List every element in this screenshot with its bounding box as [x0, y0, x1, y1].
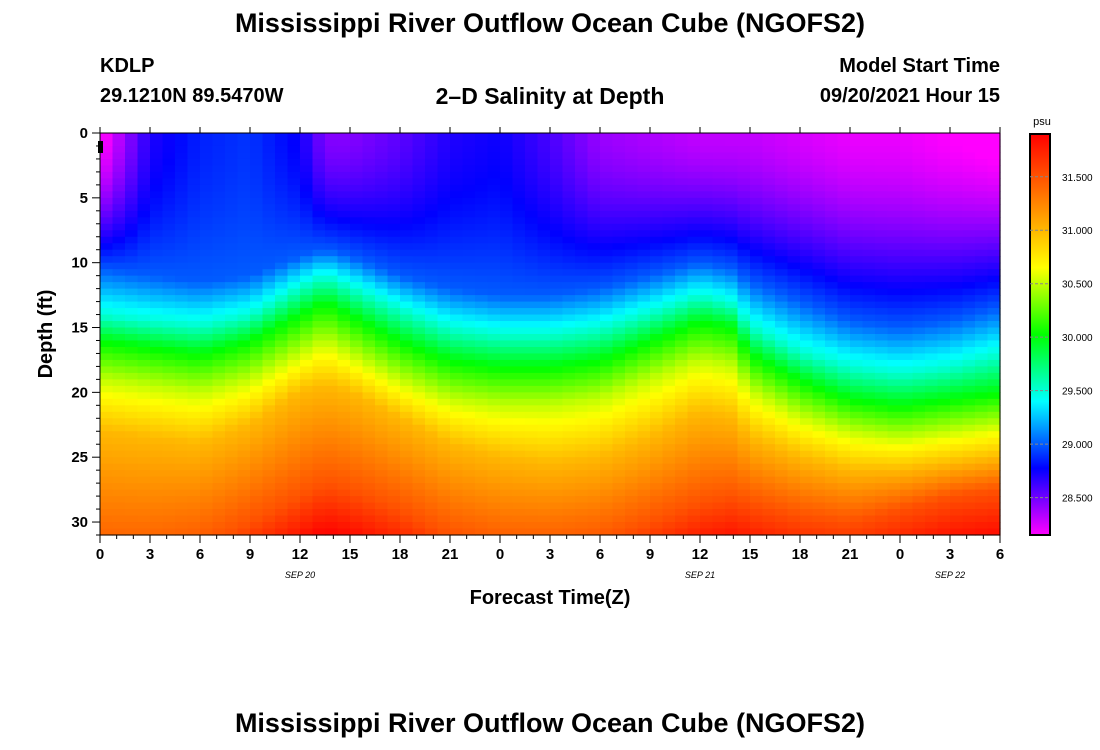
- footer-title: Mississippi River Outflow Ocean Cube (NG…: [234, 708, 866, 738]
- y-tick-label: 30: [71, 514, 88, 531]
- x-tick-label: 9: [246, 546, 254, 563]
- x-tick-label: 18: [392, 546, 409, 563]
- date-label: SEP 21: [685, 570, 715, 580]
- x-tick-label: 0: [496, 546, 504, 563]
- colorbar: psu 31.500 31.000 30.500 30.000 29.500 29.000…: [1029, 116, 1093, 536]
- x-tick-label: 6: [596, 546, 604, 563]
- colorbar-tick-label: 31.500: [1062, 173, 1093, 184]
- x-tick-label: 21: [442, 546, 459, 563]
- x-axis-label: Forecast Time(Z): [470, 587, 631, 609]
- x-tick-label: 3: [546, 546, 554, 563]
- x-tick-label: 9: [646, 546, 654, 563]
- x-tick-label: 12: [292, 546, 309, 563]
- x-tick-label: 6: [996, 546, 1004, 563]
- colorbar-tick-label: 30.000: [1062, 333, 1093, 344]
- x-tick-label: 0: [896, 546, 904, 563]
- x-tick-label: 18: [792, 546, 809, 563]
- salinity-heatmap: [100, 133, 1001, 536]
- colorbar-tick-label: 29.000: [1062, 440, 1093, 451]
- y-axis-label: Depth (ft): [35, 290, 57, 379]
- x-tick-label: 6: [196, 546, 204, 563]
- chart-subtitle: 2–D Salinity at Depth: [435, 83, 665, 109]
- x-tick-label: 15: [342, 546, 359, 563]
- colorbar-tick-label: 31.000: [1062, 226, 1093, 237]
- model-start-value: 09/20/2021 Hour 15: [819, 85, 1000, 107]
- colorbar-tick-label: 30.500: [1062, 280, 1093, 291]
- colorbar-scale: [1029, 133, 1051, 536]
- colorbar-tick-label: 29.500: [1062, 387, 1093, 398]
- date-label: SEP 20: [285, 570, 315, 580]
- y-tick-label: 15: [71, 320, 88, 337]
- y-tick-label: 25: [71, 449, 88, 466]
- axes: 0 5 10 15 20 25 30 0 3 6 9 12 15 18 21 0 3 6 9 12 15 18 21 0 3 6 S…: [71, 125, 1004, 580]
- y-tick-label: 5: [80, 190, 88, 207]
- x-tick-label: 15: [742, 546, 759, 563]
- colorbar-unit: psu: [1033, 116, 1051, 128]
- x-tick-label: 0: [96, 546, 104, 563]
- x-tick-label: 3: [946, 546, 954, 563]
- x-tick-label: 12: [692, 546, 709, 563]
- station-coordinates: 29.1210N 89.5470W: [100, 85, 284, 107]
- x-tick-label: 3: [146, 546, 154, 563]
- model-start-label: Model Start Time: [839, 55, 1000, 77]
- x-tick-label: 21: [842, 546, 859, 563]
- y-tick-label: 10: [71, 255, 88, 272]
- station-id: KDLP: [100, 55, 155, 77]
- y-tick-label: 20: [71, 384, 88, 401]
- chart-title: Mississippi River Outflow Ocean Cube (NG…: [234, 8, 866, 38]
- surface-marker: [98, 141, 103, 153]
- date-label: SEP 22: [935, 570, 965, 580]
- y-tick-label: 0: [80, 125, 88, 142]
- colorbar-tick-label: 28.500: [1062, 494, 1093, 505]
